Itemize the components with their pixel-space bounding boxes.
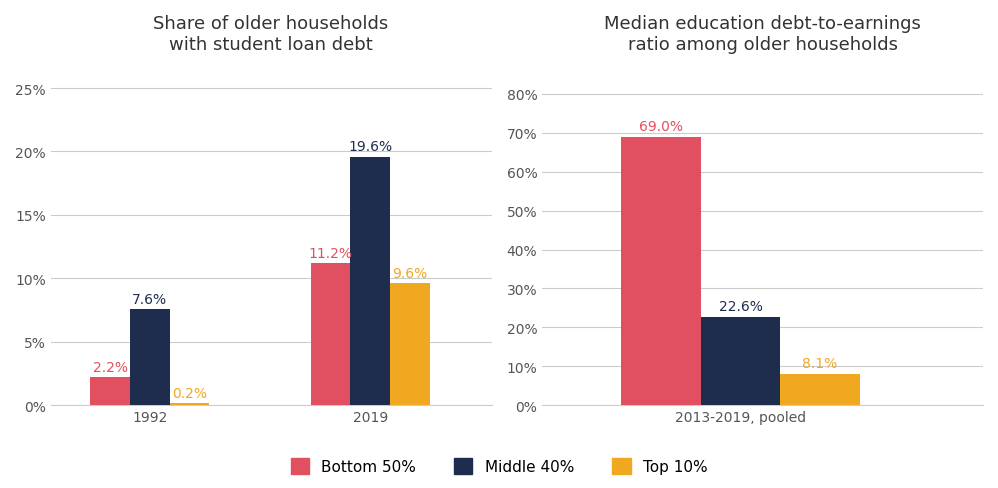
Text: 7.6%: 7.6% (133, 292, 168, 306)
Bar (780, 374, 859, 406)
Text: 22.6%: 22.6% (719, 300, 762, 314)
Bar (350, 157, 390, 406)
Text: 0.2%: 0.2% (172, 386, 207, 400)
Text: 8.1%: 8.1% (802, 356, 837, 370)
Bar (310, 264, 350, 406)
Text: 11.2%: 11.2% (308, 246, 352, 261)
Title: Share of older households
with student loan debt: Share of older households with student l… (154, 15, 388, 54)
Bar (701, 318, 780, 406)
Legend: Bottom 50%, Middle 40%, Top 10%: Bottom 50%, Middle 40%, Top 10% (284, 452, 714, 480)
Text: 19.6%: 19.6% (348, 140, 392, 154)
Bar (130, 309, 170, 406)
Text: 69.0%: 69.0% (639, 120, 684, 134)
Bar (170, 403, 210, 406)
Title: Median education debt-to-earnings
ratio among older households: Median education debt-to-earnings ratio … (604, 15, 921, 54)
Bar (90, 378, 130, 406)
Text: 2.2%: 2.2% (93, 361, 128, 374)
Bar (622, 137, 701, 406)
Bar (390, 284, 430, 406)
Text: 9.6%: 9.6% (392, 267, 427, 281)
